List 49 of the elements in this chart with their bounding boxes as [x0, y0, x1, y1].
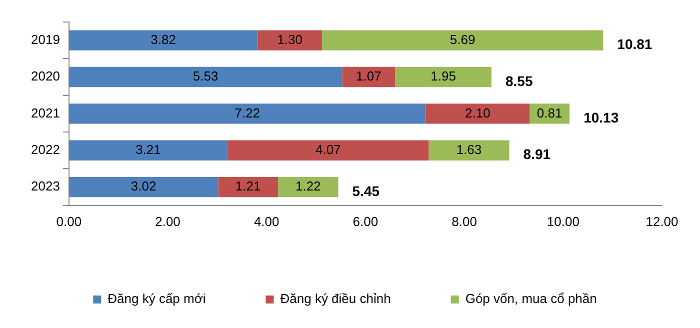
total-label: 10.81 [617, 36, 652, 52]
bar [228, 140, 429, 160]
data-label: 1.07 [356, 68, 382, 84]
bar [322, 30, 604, 50]
data-label: 1.95 [430, 68, 456, 84]
bar [395, 66, 492, 88]
bar [342, 66, 396, 88]
data-label: 7.22 [234, 105, 260, 120]
total-label: 10.13 [584, 110, 619, 126]
data-label: 1.22 [295, 178, 321, 194]
total-label: 8.55 [505, 72, 533, 89]
bar [68, 140, 228, 160]
data-label: 2.10 [464, 105, 490, 120]
y-tick-label: 2021 [31, 105, 60, 120]
data-label: 1.63 [456, 142, 482, 157]
bar [428, 140, 510, 160]
y-tick-label: 2023 [31, 178, 60, 194]
total-label: 5.45 [352, 182, 380, 199]
x-tick-label: 10.00 [546, 214, 580, 229]
bar [68, 66, 342, 88]
y-tick-label: 2020 [31, 68, 60, 84]
data-label: 1.21 [235, 178, 261, 194]
x-tick-label: 12.00 [646, 214, 678, 229]
legend-label: Đăng ký cấp mới [108, 291, 206, 306]
bar [258, 30, 322, 50]
x-tick-label: 0.00 [56, 214, 82, 229]
bar [278, 176, 338, 198]
bar [426, 104, 530, 124]
data-label: 3.82 [150, 32, 176, 47]
y-tick-label: 2019 [31, 32, 60, 47]
x-tick-label: 2.00 [155, 214, 180, 229]
data-label: 3.02 [130, 178, 156, 194]
bar [68, 104, 426, 124]
legend-label: Góp vốn, mua cổ phần [465, 291, 597, 306]
y-tick-label: 2022 [31, 142, 60, 157]
bar [68, 176, 218, 198]
x-tick-label: 6.00 [352, 214, 378, 229]
bar [218, 176, 278, 198]
data-label: 5.69 [450, 32, 476, 47]
x-tick-label: 4.00 [254, 214, 280, 229]
data-label: 0.81 [536, 105, 562, 120]
data-label: 1.30 [277, 32, 302, 47]
bar [68, 30, 258, 50]
total-label: 8.91 [523, 146, 551, 162]
legend-label: Đăng ký điều chỉnh [280, 291, 391, 306]
x-tick-label: 8.00 [452, 214, 477, 229]
data-label: 4.07 [315, 142, 341, 157]
data-label: 3.21 [136, 142, 161, 157]
data-label: 5.53 [192, 68, 218, 84]
